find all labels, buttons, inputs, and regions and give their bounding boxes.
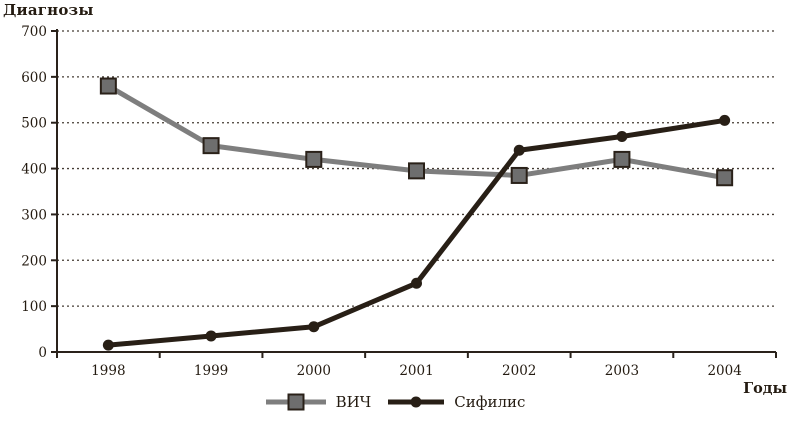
data-point-square [202,137,220,155]
legend-label-hiv: ВИЧ [335,393,372,411]
data-point-square [716,169,734,187]
data-point-circle [102,339,114,351]
data-point-circle [411,277,422,289]
data-point-circle [719,114,731,126]
x-tick-label: 2004 [707,363,741,379]
syphilis-series-swatch-icon [388,396,445,408]
y-tick-label: 600 [21,70,47,86]
legend-label-syphilis: Сифилис [454,393,526,411]
series-line-Сифилис [105,117,728,348]
x-tick-label: 2000 [297,363,331,379]
data-point-square [305,150,323,168]
data-point-circle [308,321,320,333]
y-axis-title: Диагнозы [3,1,94,19]
data-point-square [99,77,117,95]
legend: ВИЧ Сифилис [0,393,790,411]
data-point-square [510,166,528,184]
y-tick-label: 700 [21,24,47,40]
x-tick-label: 2001 [399,363,433,379]
hiv-series-swatch-icon [265,393,326,411]
data-point-circle [205,330,217,342]
data-point-square [613,150,631,168]
x-tick-label: 1999 [194,363,228,379]
y-tick-label: 200 [21,253,47,269]
data-point-circle [513,144,525,156]
y-tick-label: 100 [21,299,47,315]
x-tick-label: 1998 [91,363,125,379]
y-tick-label: 300 [21,207,47,223]
y-tick-label: 500 [21,116,47,132]
data-point-circle [616,130,628,142]
y-tick-label: 0 [38,345,47,361]
legend-item-hiv: ВИЧ [265,393,372,411]
legend-item-syphilis: Сифилис [387,393,525,411]
x-tick-label: 2002 [502,363,536,379]
x-axis-title: Годы [743,380,787,397]
y-tick-label: 400 [21,162,47,178]
data-point-square [408,162,425,180]
x-tick-label: 2003 [605,363,639,379]
